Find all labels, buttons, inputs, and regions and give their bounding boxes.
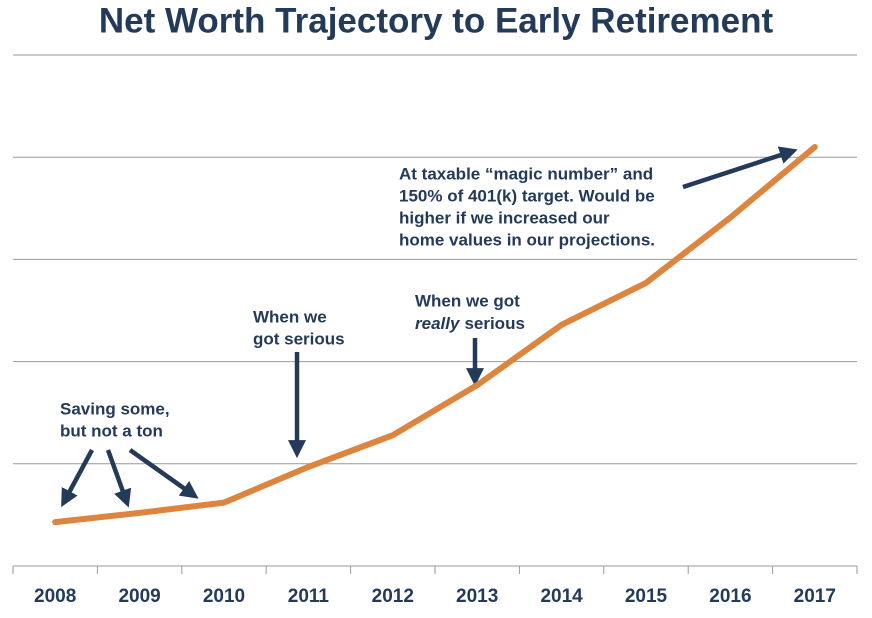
arrow (128, 448, 199, 499)
data-line (52, 144, 818, 526)
annotation-line: got serious (253, 329, 345, 348)
arrow (682, 146, 798, 190)
x-tick-label: 2016 (709, 586, 751, 607)
annotation-line: Saving some, (60, 399, 170, 418)
annotation-line: really serious (415, 314, 525, 333)
x-tick-label: 2010 (203, 586, 245, 607)
arrow (61, 448, 94, 508)
annotation-word: really (415, 314, 461, 333)
chart-title: Net Worth Trajectory to Early Retirement (99, 1, 774, 40)
annotation-word: serious (464, 314, 524, 333)
annotation-line: home values in our projections. (399, 230, 655, 249)
x-tick-label: 2017 (794, 586, 836, 607)
arrow (105, 449, 132, 508)
x-tick-label: 2008 (34, 586, 76, 607)
x-tick-label: 2011 (288, 586, 330, 607)
annotation-line: At taxable “magic number” and (399, 164, 653, 183)
annotation-line: but not a ton (60, 421, 163, 440)
x-tick-label: 2014 (540, 586, 583, 607)
x-tick-label: 2015 (625, 586, 668, 607)
annotation-line: higher if we increased our (399, 208, 610, 227)
annotation-line: When we got (415, 291, 520, 310)
x-tick-label: 2009 (118, 586, 160, 607)
x-tick-label: 2012 (372, 586, 414, 607)
arrows (61, 146, 798, 508)
x-tick-label: 2013 (456, 586, 498, 607)
annotation-line: When we (253, 307, 327, 326)
annotation-line: 150% of 401(k) target. Would be (399, 186, 655, 205)
